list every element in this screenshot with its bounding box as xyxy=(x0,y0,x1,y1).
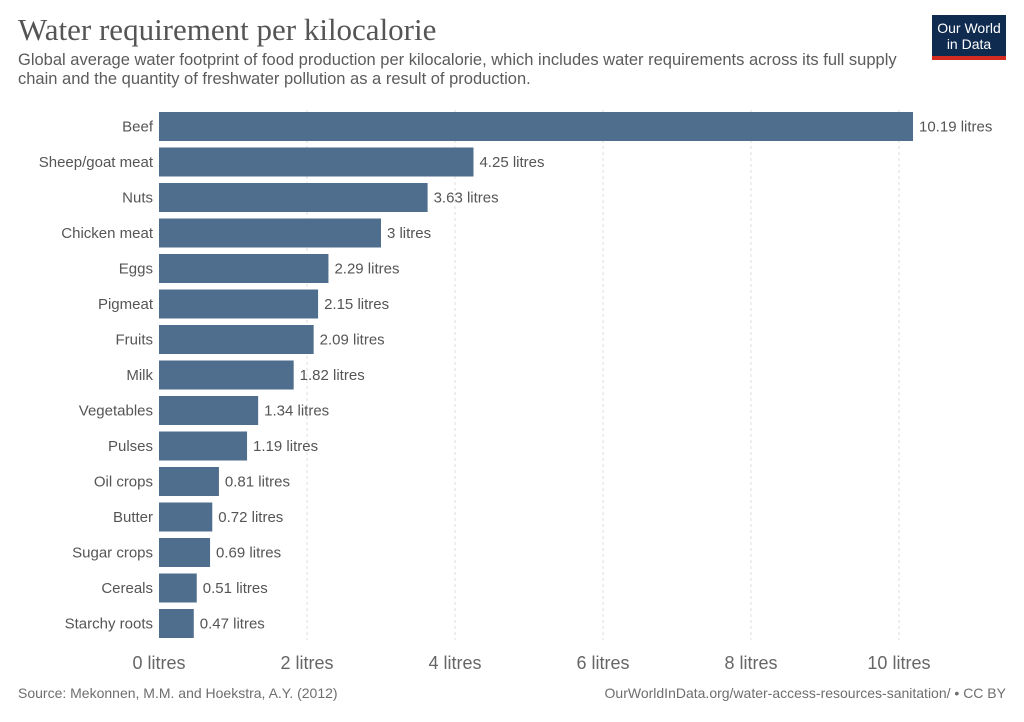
bar xyxy=(159,609,194,638)
bar xyxy=(159,112,913,141)
logo-line-2: in Data xyxy=(946,36,992,52)
value-label: 10.19 litres xyxy=(919,119,992,136)
bar xyxy=(159,183,428,212)
chart-title: Water requirement per kilocalorie xyxy=(18,12,437,47)
bar xyxy=(159,573,197,603)
x-tick-label: 10 litres xyxy=(867,653,930,673)
value-label: 4.25 litres xyxy=(479,154,544,171)
source-url[interactable]: OurWorldInData.org/water-access-resource… xyxy=(604,685,1006,701)
bars xyxy=(159,112,913,638)
value-label: 1.82 litres xyxy=(300,367,365,384)
bar xyxy=(159,467,219,496)
category-label: Butter xyxy=(113,509,153,526)
category-label: Sheep/goat meat xyxy=(39,154,154,171)
category-label: Starchy roots xyxy=(65,616,153,633)
category-label: Vegetables xyxy=(79,403,153,420)
category-label: Chicken meat xyxy=(61,225,154,242)
value-label: 2.15 litres xyxy=(324,296,389,313)
owid-logo[interactable]: Our World in Data xyxy=(932,15,1006,60)
category-label: Fruits xyxy=(116,332,154,349)
bar xyxy=(159,431,248,461)
category-label: Milk xyxy=(126,367,153,384)
x-tick-label: 8 litres xyxy=(724,653,777,673)
value-labels: 10.19 litres 4.25 litres 3.63 litres 3 litr… xyxy=(200,119,993,633)
bar xyxy=(159,147,474,177)
value-label: 1.34 litres xyxy=(264,403,329,420)
value-label: 1.19 litres xyxy=(253,438,318,455)
x-tick-label: 4 litres xyxy=(428,653,481,673)
source-note: Source: Mekonnen, M.M. and Hoekstra, A.Y… xyxy=(18,685,338,701)
logo-line-1: Our World xyxy=(937,20,1001,36)
bar xyxy=(159,254,329,283)
category-label: Sugar crops xyxy=(72,545,153,562)
grid-lines xyxy=(306,110,900,640)
category-label: Nuts xyxy=(122,190,153,207)
category-label: Beef xyxy=(122,119,154,136)
category-labels: Beef Sheep/goat meat Nuts Chicken meat Eggs P… xyxy=(39,119,154,633)
value-label: 3 litres xyxy=(387,225,431,242)
bar xyxy=(159,502,213,532)
value-label: 0.69 litres xyxy=(216,545,281,562)
x-tick-label: 6 litres xyxy=(576,653,629,673)
value-label: 2.29 litres xyxy=(334,261,399,278)
bar xyxy=(159,360,294,390)
category-label: Oil crops xyxy=(94,474,153,491)
value-label: 3.63 litres xyxy=(434,190,499,207)
bar xyxy=(159,218,381,248)
value-label: 0.51 litres xyxy=(203,580,268,597)
category-label: Cereals xyxy=(101,580,153,597)
x-tick-label: 2 litres xyxy=(280,653,333,673)
x-axis-ticks: 0 litres 2 litres 4 litres 6 litres 8 litres… xyxy=(132,653,930,673)
bar xyxy=(159,396,259,425)
bar xyxy=(159,325,314,354)
value-label: 0.47 litres xyxy=(200,616,265,633)
chart-subtitle: Global average water footprint of food p… xyxy=(18,51,897,88)
bar xyxy=(159,538,211,567)
x-tick-label: 0 litres xyxy=(132,653,185,673)
category-label: Eggs xyxy=(119,261,153,278)
value-label: 2.09 litres xyxy=(320,332,385,349)
category-label: Pulses xyxy=(108,438,153,455)
bar xyxy=(159,289,319,319)
value-label: 0.81 litres xyxy=(225,474,290,491)
category-label: Pigmeat xyxy=(98,296,154,313)
value-label: 0.72 litres xyxy=(218,509,283,526)
